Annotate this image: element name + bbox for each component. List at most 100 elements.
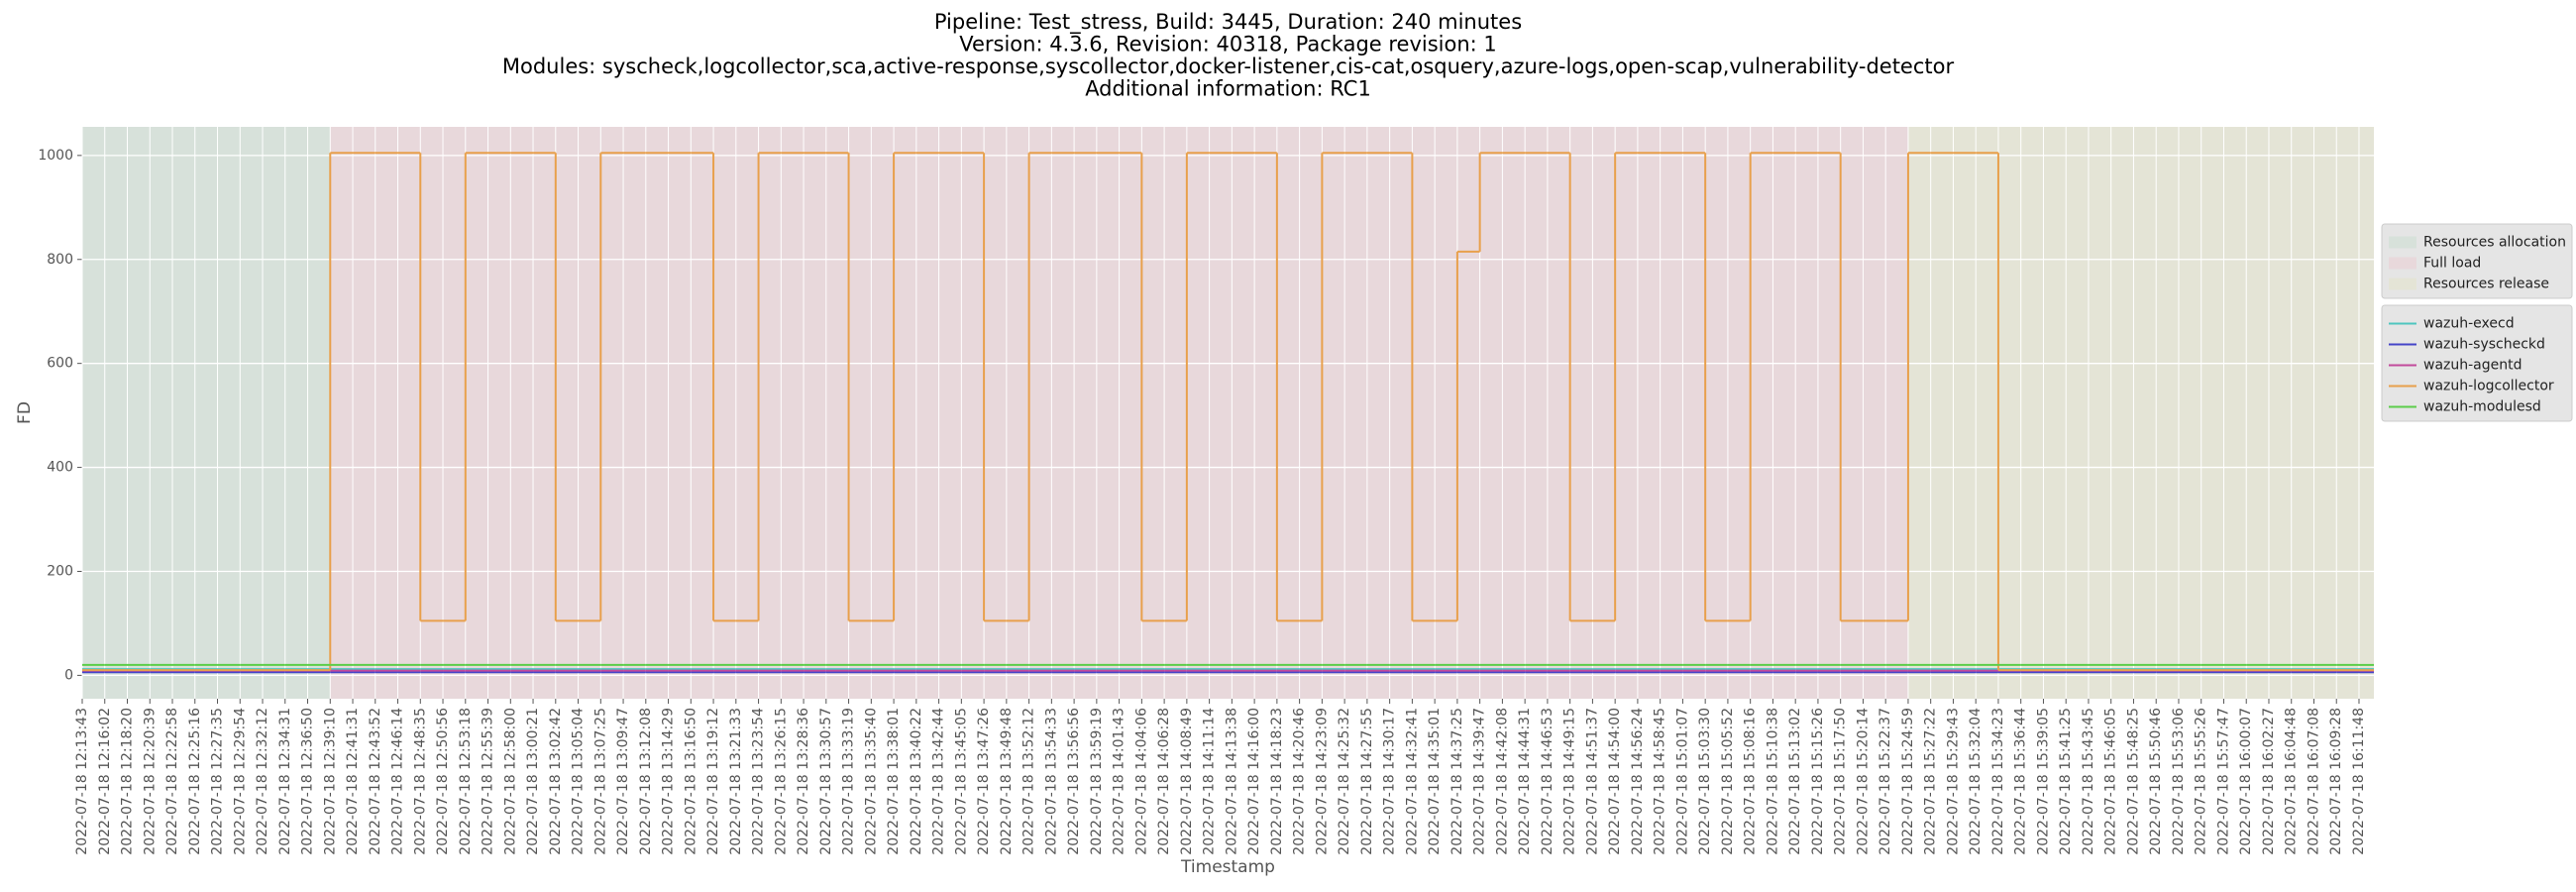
x-tick-label: 2022-07-18 14:23:09 [1314,708,1330,855]
x-tick-label: 2022-07-18 12:50:56 [435,708,451,855]
phase-span [1907,127,2374,699]
chart-title: Modules: syscheck,logcollector,sca,activ… [502,55,1955,78]
x-tick-label: 2022-07-18 14:01:43 [1112,708,1127,855]
legend-box [2381,223,2573,299]
x-tick-label: 2022-07-18 15:15:26 [1810,708,1826,855]
x-tick-label: 2022-07-18 14:25:32 [1337,708,1352,855]
legend-label: wazuh-modulesd [2423,399,2541,415]
x-tick-label: 2022-07-18 16:11:48 [2351,708,2367,855]
x-tick-label: 2022-07-18 14:13:38 [1224,708,1239,855]
x-tick-label: 2022-07-18 13:00:21 [525,708,541,855]
x-tick-label: 2022-07-18 16:09:28 [2328,708,2344,855]
x-tick-label: 2022-07-18 13:40:22 [909,708,924,855]
x-tick-label: 2022-07-18 12:46:14 [390,708,406,855]
x-tick-label: 2022-07-18 13:45:05 [953,708,969,855]
x-tick-label: 2022-07-18 14:44:31 [1517,708,1533,855]
legend-box [2381,304,2573,422]
x-tick-label: 2022-07-18 13:56:56 [1066,708,1082,855]
x-tick-label: 2022-07-18 14:20:46 [1292,708,1308,855]
x-tick-label: 2022-07-18 14:35:01 [1427,708,1443,855]
x-tick-label: 2022-07-18 13:54:33 [1043,708,1059,855]
x-tick-label: 2022-07-18 14:30:17 [1382,708,1398,855]
x-tick-label: 2022-07-18 12:53:18 [458,708,474,855]
x-tick-label: 2022-07-18 12:29:54 [232,708,248,855]
x-tick-label: 2022-07-18 15:46:05 [2103,708,2119,855]
x-tick-label: 2022-07-18 15:48:25 [2125,708,2141,855]
x-tick-label: 2022-07-18 14:42:08 [1494,708,1510,855]
x-tick-label: 2022-07-18 13:19:12 [705,708,721,855]
x-tick-label: 2022-07-18 12:16:02 [97,708,113,855]
x-tick-label: 2022-07-18 15:10:38 [1765,708,1780,855]
legend-swatch [2389,236,2416,249]
x-tick-label: 2022-07-18 14:27:55 [1359,708,1375,855]
legend-label: wazuh-execd [2423,316,2515,332]
x-tick-label: 2022-07-18 15:55:26 [2194,708,2209,855]
x-tick-label: 2022-07-18 13:02:42 [548,708,564,855]
x-tick-label: 2022-07-18 12:18:20 [120,708,136,855]
y-tick-label: 1000 [38,148,73,164]
series-line [82,152,2374,672]
x-tick-label: 2022-07-18 15:43:45 [2081,708,2096,855]
x-tick-label: 2022-07-18 14:49:15 [1562,708,1578,855]
x-tick-label: 2022-07-18 13:23:54 [751,708,767,855]
legend-label: wazuh-logcollector [2423,379,2554,394]
x-tick-label: 2022-07-18 15:57:47 [2215,708,2231,855]
x-axis-label: Timestamp [1180,857,1275,877]
x-tick-label: 2022-07-18 15:13:02 [1787,708,1803,855]
x-tick-label: 2022-07-18 15:32:04 [1968,708,1984,855]
x-tick-label: 2022-07-18 15:41:25 [2058,708,2074,855]
legend-swatch [2389,257,2416,270]
x-tick-label: 2022-07-18 12:36:50 [300,708,316,855]
y-tick-label: 800 [47,252,73,268]
x-tick-label: 2022-07-18 13:59:19 [1089,708,1105,855]
x-tick-label: 2022-07-18 14:11:14 [1202,708,1218,855]
x-tick-label: 2022-07-18 13:12:08 [638,708,654,855]
x-tick-label: 2022-07-18 12:48:35 [412,708,428,855]
x-tick-label: 2022-07-18 13:21:33 [728,708,744,855]
x-tick-label: 2022-07-18 13:30:57 [818,708,834,855]
legend-label: Resources release [2423,277,2549,292]
legend-swatch [2389,278,2416,290]
y-tick-label: 200 [47,563,73,579]
x-tick-label: 2022-07-18 14:08:49 [1179,708,1195,855]
legend-label: Resources allocation [2423,235,2566,251]
x-tick-label: 2022-07-18 14:18:23 [1269,708,1285,855]
x-tick-label: 2022-07-18 14:04:06 [1133,708,1149,855]
x-tick-label: 2022-07-18 14:54:00 [1607,708,1623,855]
x-tick-label: 2022-07-18 12:22:58 [164,708,180,855]
x-tick-label: 2022-07-18 12:39:10 [322,708,338,855]
x-tick-label: 2022-07-18 13:16:50 [683,708,698,855]
x-tick-label: 2022-07-18 13:09:47 [615,708,631,855]
x-tick-label: 2022-07-18 13:49:48 [999,708,1015,855]
x-tick-label: 2022-07-18 13:35:40 [863,708,879,855]
x-tick-label: 2022-07-18 12:43:52 [368,708,383,855]
x-tick-label: 2022-07-18 13:33:19 [841,708,857,855]
x-tick-label: 2022-07-18 15:22:37 [1878,708,1893,855]
x-tick-label: 2022-07-18 14:39:47 [1472,708,1488,855]
x-tick-label: 2022-07-18 15:29:43 [1945,708,1961,855]
y-axis-label: FD [15,401,35,424]
x-tick-label: 2022-07-18 12:27:35 [210,708,226,855]
x-tick-label: 2022-07-18 12:25:16 [187,708,203,855]
x-tick-label: 2022-07-18 13:47:26 [976,708,992,855]
x-tick-label: 2022-07-18 13:05:04 [571,708,587,855]
x-tick-label: 2022-07-18 14:51:37 [1584,708,1600,855]
legend-label: Full load [2423,256,2481,272]
x-tick-label: 2022-07-18 15:01:07 [1674,708,1690,855]
x-tick-label: 2022-07-18 15:39:05 [2035,708,2051,855]
y-tick-label: 600 [47,356,73,372]
x-tick-label: 2022-07-18 14:16:00 [1246,708,1262,855]
x-tick-label: 2022-07-18 13:26:15 [773,708,789,855]
chart-title: Version: 4.3.6, Revision: 40318, Package… [959,33,1497,56]
x-tick-label: 2022-07-18 16:00:07 [2238,708,2254,855]
x-tick-label: 2022-07-18 15:27:22 [1923,708,1939,855]
x-tick-label: 2022-07-18 12:32:12 [255,708,270,855]
x-tick-label: 2022-07-18 15:24:59 [1900,708,1916,855]
phase-span [82,127,331,699]
x-tick-label: 2022-07-18 14:58:45 [1653,708,1668,855]
y-tick-label: 0 [64,667,73,683]
x-tick-label: 2022-07-18 13:28:36 [796,708,811,855]
x-tick-label: 2022-07-18 15:08:16 [1743,708,1759,855]
